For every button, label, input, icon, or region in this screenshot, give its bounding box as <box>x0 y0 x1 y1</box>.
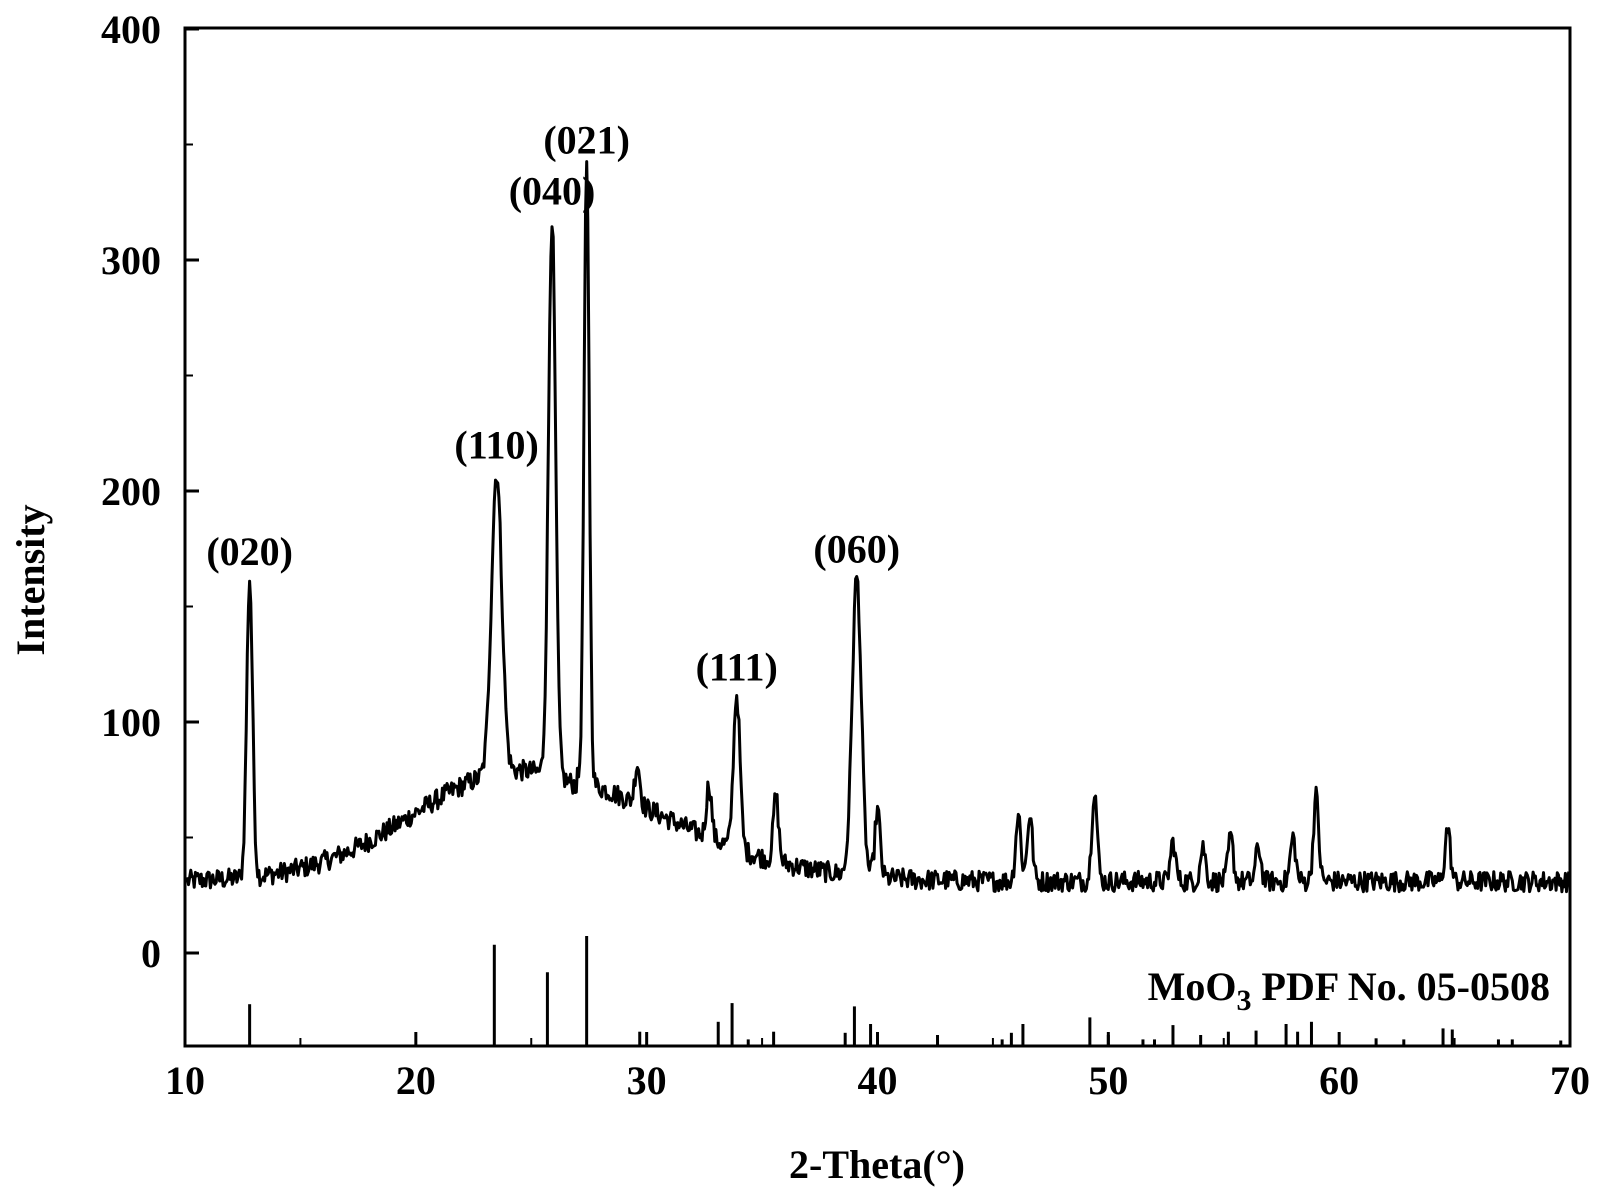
y-tick-label: 400 <box>101 7 161 52</box>
reference-label-rest: PDF No. 05-0508 <box>1252 964 1550 1009</box>
y-tick-label: 200 <box>101 469 161 514</box>
peak-label: (111) <box>696 644 778 689</box>
peak-label: (060) <box>813 526 900 571</box>
peak-label: (020) <box>206 529 293 574</box>
reference-label-subscript: 3 <box>1237 984 1252 1017</box>
x-tick-label: 70 <box>1550 1058 1590 1103</box>
y-axis-title: Intensity <box>8 504 53 655</box>
peak-label: (040) <box>509 168 596 213</box>
reference-label-main: MoO <box>1148 964 1237 1009</box>
x-tick-label: 30 <box>627 1058 667 1103</box>
x-tick-label: 40 <box>858 1058 898 1103</box>
x-axis-title: 2-Theta(°) <box>789 1142 965 1187</box>
reference-label: MoO3 PDF No. 05-0508 <box>1148 964 1550 1017</box>
peak-label: (110) <box>454 423 538 468</box>
x-tick-label: 20 <box>396 1058 436 1103</box>
peak-label: (021) <box>543 118 630 163</box>
x-tick-label: 50 <box>1088 1058 1128 1103</box>
x-tick-label: 60 <box>1319 1058 1359 1103</box>
y-tick-label: 0 <box>141 931 161 976</box>
x-tick-label: 10 <box>165 1058 205 1103</box>
y-tick-label: 300 <box>101 238 161 283</box>
peak-labels: (020) (110) (040) (021) (111) (060) <box>206 118 900 690</box>
y-tick-label: 100 <box>101 700 161 745</box>
